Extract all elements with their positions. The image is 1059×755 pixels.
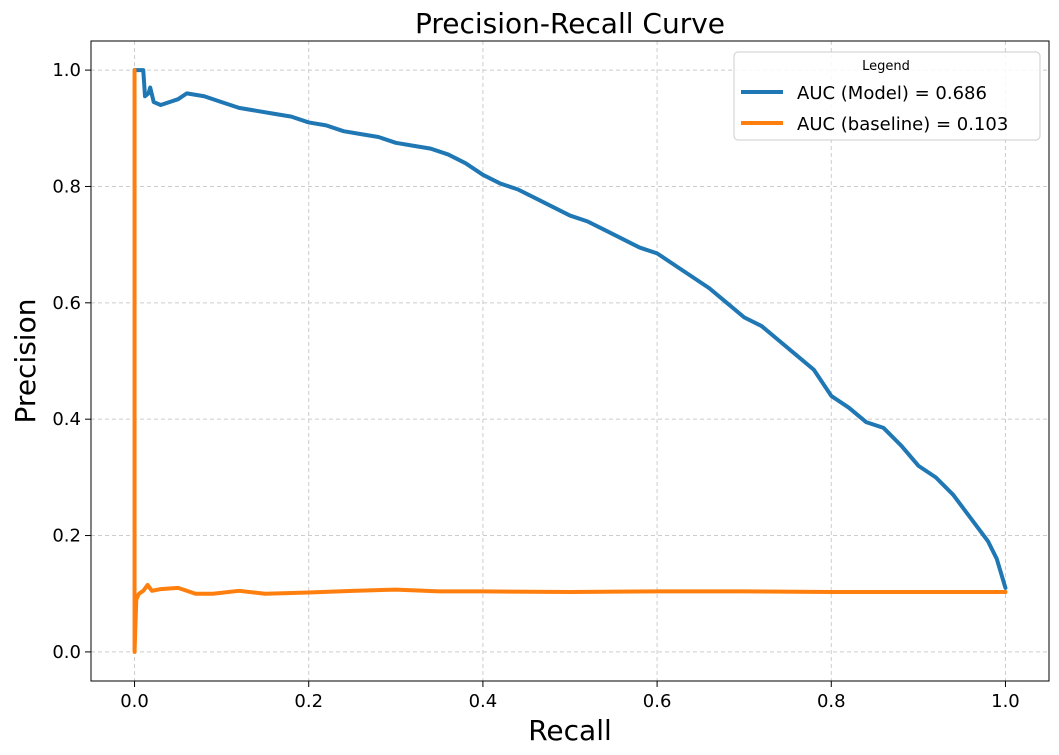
x-tick-label: 0.8 <box>817 691 846 712</box>
plot-area-frame <box>90 40 1050 682</box>
legend-box <box>733 51 1041 141</box>
chart-title: Precision-Recall Curve <box>415 7 725 40</box>
x-axis-title: Recall <box>528 714 612 747</box>
y-tick-label: 0.0 <box>52 642 81 663</box>
x-tick-label: 0.4 <box>469 691 498 712</box>
x-tick-label: 0.0 <box>120 691 149 712</box>
y-tick-label: 0.2 <box>52 526 81 547</box>
x-tick-label: 1.0 <box>991 691 1020 712</box>
legend-label-baseline: AUC (baseline) = 0.103 <box>797 114 1008 135</box>
x-tick-label: 0.2 <box>294 691 323 712</box>
series-layer <box>132 68 1008 654</box>
legend-title: Legend <box>862 59 910 74</box>
model-curve <box>132 68 1008 590</box>
legend: Legend AUC (Model) = 0.686 AUC (baseline… <box>733 51 1041 141</box>
y-axis-title: Precision <box>9 299 42 424</box>
ticks-layer: 0.0 0.2 0.4 0.6 0.8 1.0 0.0 0.2 0.4 0.6 0.8 1.0 <box>52 60 1019 712</box>
baseline-curve <box>132 68 1008 654</box>
y-tick-label: 0.8 <box>52 176 81 197</box>
x-tick-label: 0.6 <box>643 691 672 712</box>
y-tick-label: 0.4 <box>52 409 81 430</box>
y-tick-label: 0.6 <box>52 293 81 314</box>
legend-label-model: AUC (Model) = 0.686 <box>797 83 987 104</box>
y-tick-label: 1.0 <box>52 60 81 81</box>
